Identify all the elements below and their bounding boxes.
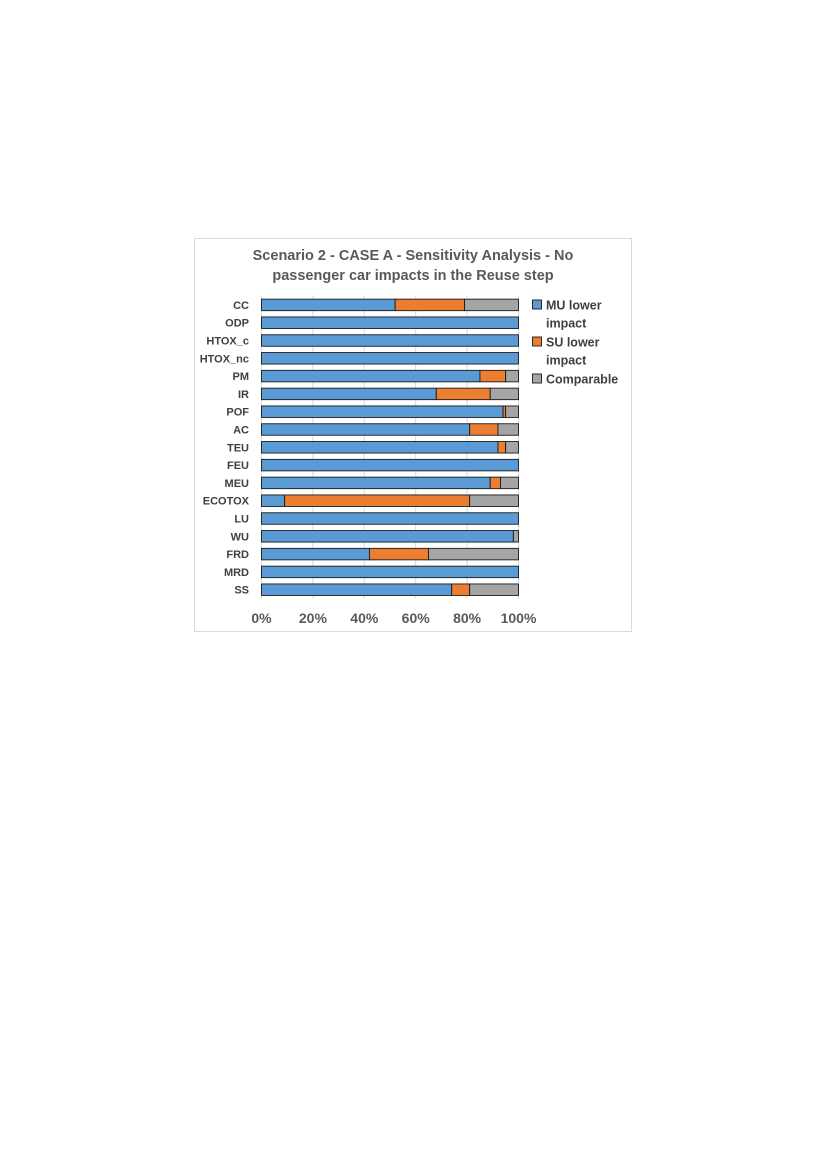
x-tick-label: 60% — [402, 610, 431, 626]
bar-ecotox-series-2 — [469, 494, 519, 507]
bar-odp-series-0 — [261, 316, 519, 329]
x-tick-label: 40% — [350, 610, 379, 626]
bar-ac-series-0 — [261, 423, 471, 436]
category-label: FEU — [227, 460, 249, 472]
category-label: LU — [234, 514, 249, 526]
bar-meu-series-1 — [489, 476, 501, 490]
chart-title: Scenario 2 - CASE A - Sensitivity Analys… — [253, 248, 574, 284]
x-tick-label: 0% — [251, 610, 272, 626]
category-label: MEU — [225, 478, 250, 490]
bar-ac-series-1 — [469, 423, 499, 436]
bar-ss-series-0 — [261, 583, 453, 596]
bar-ss-series-1 — [451, 583, 471, 596]
bar-ir-series-1 — [435, 387, 491, 401]
bar-ss-series-2 — [469, 583, 519, 596]
bar-ir-series-0 — [261, 387, 437, 401]
category-label: CC — [233, 300, 249, 312]
category-label: ECOTOX — [203, 496, 250, 508]
category-label: WU — [231, 531, 249, 543]
bar-ac-series-2 — [497, 423, 519, 436]
bar-mrd-series-0 — [261, 565, 519, 579]
category-label: ODP — [225, 318, 249, 330]
bar-pof-series-0 — [261, 405, 504, 418]
category-label: AC — [233, 425, 249, 437]
chart-title-line: Scenario 2 - CASE A - Sensitivity Analys… — [253, 248, 574, 264]
x-tick-label: 20% — [299, 610, 328, 626]
category-label: PM — [233, 371, 250, 383]
bar-wu-series-2 — [512, 530, 519, 543]
bar-pm-series-0 — [261, 369, 481, 383]
bar-wu-series-0 — [261, 530, 514, 543]
legend-swatch — [532, 299, 542, 310]
category-label: HTOX_nc — [200, 353, 249, 365]
category-label: FRD — [226, 549, 249, 561]
legend-label: SU lower — [546, 336, 600, 350]
bar-teu-series-1 — [497, 441, 507, 454]
x-tick-label: 100% — [501, 610, 537, 626]
category-label: POF — [226, 407, 249, 419]
category-label: IR — [238, 389, 249, 401]
bar-cc-series-1 — [394, 298, 465, 312]
category-label: TEU — [227, 442, 249, 454]
legend-label: MU lower — [546, 299, 602, 313]
legend: MU lower impact SU lower impact Comparable — [532, 299, 618, 387]
legend-label: impact — [546, 317, 587, 331]
bar-lu-series-0 — [261, 512, 519, 525]
bar-ecotox-series-1 — [284, 494, 471, 507]
legend-label: Comparable — [546, 373, 618, 387]
bar-pm-series-2 — [505, 369, 519, 383]
bar-meu-series-0 — [261, 476, 491, 490]
category-label: MRD — [224, 567, 249, 579]
legend-swatch — [532, 373, 542, 384]
category-labels: CC ODP HTOX_c HTOX_nc PM IR POF AC TEU FEU MEU ECOT… — [200, 300, 250, 597]
bar-pm-series-1 — [479, 369, 507, 383]
bar-ecotox-series-0 — [261, 494, 286, 507]
category-label: SS — [234, 585, 249, 597]
bar-cc-series-0 — [261, 298, 396, 312]
bars — [261, 298, 519, 596]
x-tick-label: 80% — [453, 610, 482, 626]
bar-feu-series-0 — [261, 458, 519, 472]
category-label: HTOX_c — [206, 336, 249, 348]
bar-htox-c-series-0 — [261, 334, 519, 347]
legend-label: impact — [546, 354, 587, 368]
bar-htox-nc-series-0 — [261, 352, 519, 365]
bar-ir-series-2 — [489, 387, 519, 401]
bar-teu-series-0 — [261, 441, 499, 454]
bar-meu-series-2 — [500, 476, 519, 490]
bar-frd-series-2 — [428, 547, 519, 561]
legend-swatch — [532, 336, 542, 347]
bar-frd-series-0 — [261, 547, 370, 561]
x-axis-tick-labels: 0% 20% 40% 60% 80% 100% — [251, 610, 537, 626]
bar-teu-series-2 — [505, 441, 519, 454]
bar-frd-series-1 — [368, 547, 430, 561]
bar-cc-series-2 — [464, 298, 519, 312]
bar-pof-series-2 — [505, 405, 519, 418]
chart-title-line: passenger car impacts in the Reuse step — [272, 268, 553, 284]
